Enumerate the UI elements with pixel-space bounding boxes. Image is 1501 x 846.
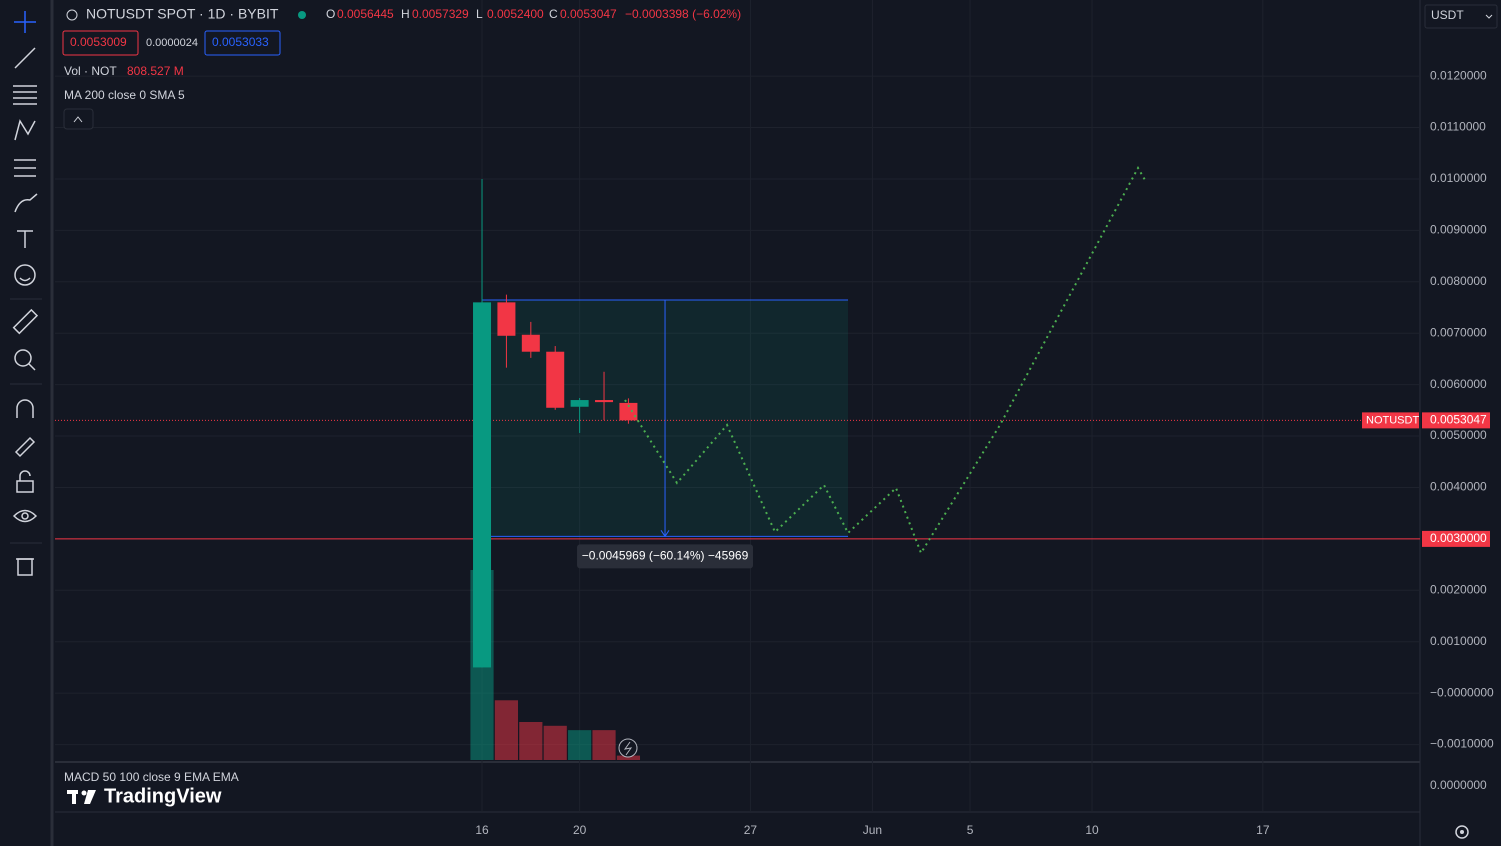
sell-price: 0.0053009	[70, 35, 127, 49]
volume-bar	[519, 722, 543, 760]
logo[interactable]: TradingView	[104, 785, 222, 807]
y-tick-label: 0.0080000	[1430, 274, 1487, 288]
candle-body	[521, 334, 540, 352]
volume-bar	[568, 730, 592, 760]
hline-label-bg	[1422, 530, 1490, 547]
x-tick-label: 5	[967, 823, 974, 837]
last-price: 0.0053047	[1430, 413, 1487, 427]
y-tick-label: −0.0000000	[1430, 685, 1494, 699]
x-tick-label: Jun	[863, 823, 882, 837]
tool-lock[interactable]	[16, 470, 34, 493]
candle-body	[546, 351, 565, 408]
tool-zoom[interactable]	[14, 349, 36, 371]
range-label-bg	[577, 544, 754, 569]
tool-delete[interactable]	[16, 558, 34, 576]
caret	[1485, 14, 1493, 19]
candle-body	[619, 402, 638, 421]
y-tick-label: 0.0060000	[1430, 377, 1487, 391]
collapse-button[interactable]	[63, 108, 94, 130]
hline-label: 0.0030000	[1430, 531, 1487, 545]
volume-bar	[616, 755, 641, 760]
ohlc-value: 0.0053047	[560, 7, 617, 21]
ohlc-value: 0.0056445	[337, 7, 394, 21]
x-tick-label: 17	[1256, 823, 1270, 837]
y-tick-label: −0.0010000	[1430, 737, 1494, 751]
tool-pattern[interactable]	[14, 119, 36, 141]
arrow-head	[660, 530, 670, 538]
ohlc-label: C	[549, 7, 558, 21]
tool-stay-drawing[interactable]	[14, 436, 36, 458]
currency-select[interactable]	[1424, 4, 1498, 29]
last-price-name-bg	[1362, 412, 1419, 429]
sell-button[interactable]	[62, 30, 139, 56]
toolbar-bg	[0, 0, 52, 846]
y-tick-label: 0.0110000	[1430, 120, 1486, 134]
alert-icon[interactable]	[618, 738, 638, 758]
ma-indicator[interactable]: MA 200 close 0 SMA 5	[64, 88, 185, 102]
ohlc-label: L	[476, 7, 483, 21]
candle-body	[473, 302, 492, 668]
plot-area: −0.0045969 (−60.14%) −45969	[55, 0, 1420, 812]
tool-ruler[interactable]	[12, 308, 39, 335]
tool-trendline[interactable]	[14, 47, 36, 69]
last-price-name: NOTUSDT	[1366, 414, 1419, 426]
buy-button[interactable]	[204, 30, 281, 56]
y-tick-label: 0.0100000	[1430, 171, 1487, 185]
y-tick-label: 0.0120000	[1430, 68, 1487, 82]
tool-crosshair[interactable]	[14, 11, 36, 33]
symbol-title[interactable]: NOTUSDT SPOT · 1D · BYBIT	[86, 6, 279, 22]
volume-bar	[494, 700, 519, 760]
ohlc-value: 0.0057329	[412, 7, 469, 21]
y-tick-label: 0.0090000	[1430, 223, 1487, 237]
candle-body	[497, 302, 516, 336]
x-tick-label: 16	[475, 823, 489, 837]
candle-body	[595, 400, 614, 403]
volume-bar	[543, 725, 567, 760]
market-status	[298, 11, 306, 19]
caret	[73, 116, 83, 123]
tool-hide[interactable]	[12, 509, 38, 523]
logo-mark	[67, 790, 96, 804]
last-price-bg	[1422, 412, 1490, 429]
spread: 0.0000024	[146, 37, 198, 49]
currency: USDT	[1431, 8, 1464, 22]
y-tick-label: 0.0010000	[1430, 634, 1487, 648]
change: −0.0003398 (−6.02%)	[625, 7, 741, 21]
tool-brush[interactable]	[14, 193, 38, 213]
x-tick-label: 27	[744, 823, 758, 837]
y-tick-label: 0.0050000	[1430, 428, 1487, 442]
tool-prediction[interactable]	[14, 159, 36, 177]
ohlc-label: H	[401, 7, 410, 21]
x-tick-label: 10	[1085, 823, 1099, 837]
candle-body	[570, 400, 589, 407]
y-tick-label: 0.0040000	[1430, 480, 1487, 494]
macd-axis-label: 0.0000000	[1430, 778, 1487, 792]
symbol-icon	[66, 9, 78, 21]
settings-icon[interactable]	[1455, 825, 1469, 839]
volume-bar	[592, 730, 616, 760]
y-tick-label: 0.0020000	[1430, 582, 1487, 596]
y-tick-label: 0.0070000	[1430, 325, 1487, 339]
tool-emoji[interactable]	[14, 264, 36, 286]
tool-magnet[interactable]	[16, 399, 34, 418]
macd-indicator[interactable]: MACD 50 100 close 9 EMA EMA	[64, 770, 239, 784]
ohlc-label: O	[326, 7, 335, 21]
range-label: −0.0045969 (−60.14%) −45969	[582, 548, 749, 562]
ohlc-value: 0.0052400	[487, 7, 544, 21]
tool-text[interactable]	[17, 230, 33, 248]
buy-price: 0.0053033	[212, 35, 269, 49]
drawing-toolbar	[0, 0, 54, 846]
tool-fib[interactable]	[13, 85, 37, 105]
volume-value: 808.527 M	[127, 64, 184, 78]
x-tick-label: 20	[573, 823, 587, 837]
volume-name: Vol · NOT	[64, 64, 117, 78]
